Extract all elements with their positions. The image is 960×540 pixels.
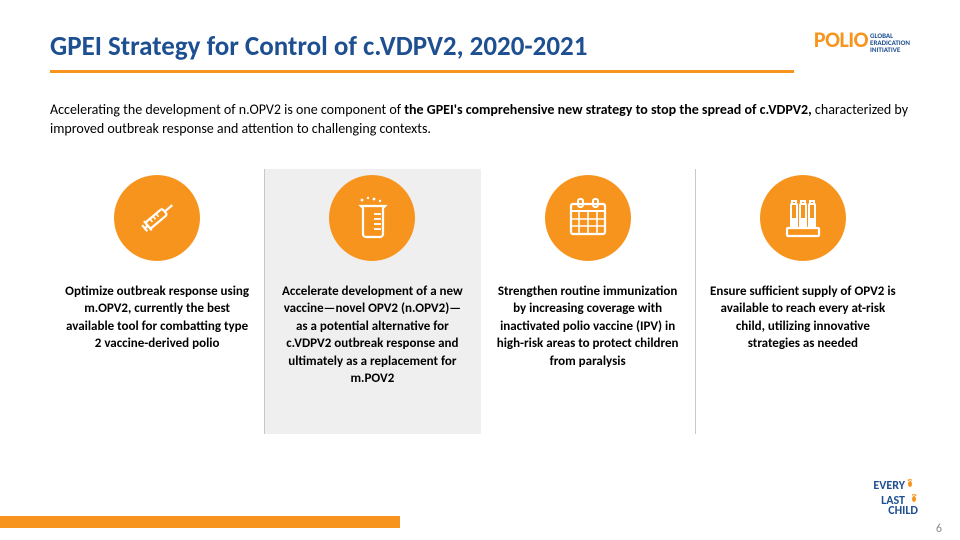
syringe-icon [114, 175, 200, 261]
pillar-text: Ensure sufficient supply of OPV2 is avai… [710, 283, 896, 353]
pillars-row: Optimize outbreak response using m.OPV2,… [0, 139, 960, 434]
pillar-calendar: Strengthen routine immunization by incre… [481, 169, 696, 434]
pillar-text: Accelerate development of a new vaccine—… [279, 283, 465, 388]
logo-every-last-child: EVERY LAST CHILD [873, 477, 918, 516]
page-title: GPEI Strategy for Control of c.VDPV2, 20… [50, 30, 794, 73]
intro-text: Accelerating the development of n.OPV2 i… [0, 83, 960, 139]
calendar-icon [545, 175, 631, 261]
footprint-icon [906, 477, 918, 491]
beaker-icon [329, 175, 415, 261]
pillar-syringe: Optimize outbreak response using m.OPV2,… [50, 169, 265, 434]
logo-gpei: POLIO GLOBAL ERADICATION INITIATIVE [814, 30, 910, 53]
header: GPEI Strategy for Control of c.VDPV2, 20… [0, 0, 960, 83]
footer-accent-bar [0, 516, 400, 528]
logo-polio-text: POLIO [814, 30, 868, 50]
pillar-text: Optimize outbreak response using m.OPV2,… [64, 283, 250, 353]
pillar-text: Strengthen routine immunization by incre… [495, 283, 681, 371]
pillar-beaker: Accelerate development of a new vaccine—… [265, 169, 480, 434]
vials-icon [760, 175, 846, 261]
pillar-vials: Ensure sufficient supply of OPV2 is avai… [696, 169, 910, 434]
logo-gpei-text: GLOBAL ERADICATION INITIATIVE [870, 30, 910, 53]
page-number: 6 [936, 522, 942, 536]
